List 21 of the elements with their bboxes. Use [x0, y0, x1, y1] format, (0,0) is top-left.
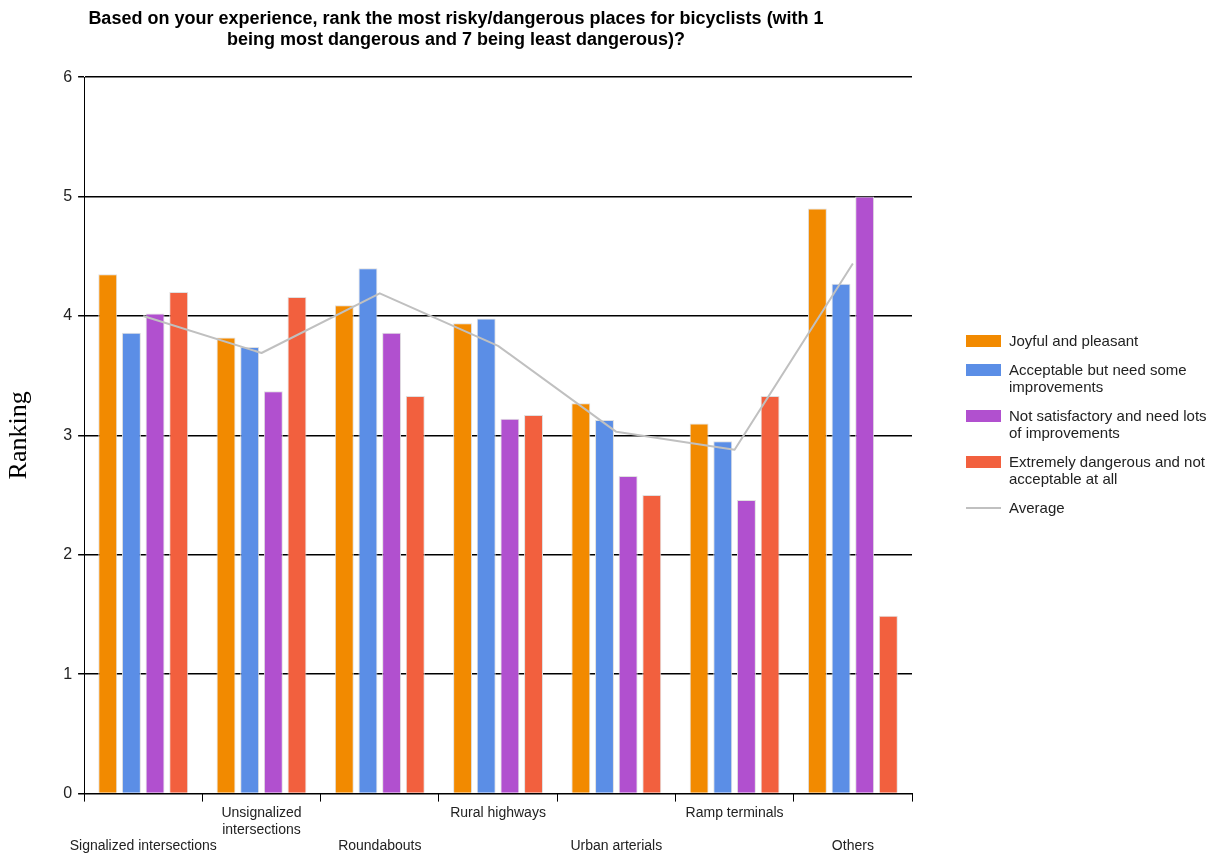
legend-label: Extremely dangerous and not acceptable at all	[1009, 453, 1206, 487]
y-tick-label: 1	[63, 664, 73, 682]
x-tick-label: Roundabouts	[338, 837, 422, 854]
y-tick-label: 2	[63, 545, 73, 563]
y-tick-label: 4	[63, 306, 73, 324]
x-tick-label: Signalized intersections	[69, 837, 217, 854]
y-tick-label: 0	[63, 784, 73, 802]
x-tick-label: Ramp terminals	[685, 803, 784, 820]
x-tick-label: Others	[831, 837, 874, 854]
legend-label: Not satisfactory and need lots of improvements	[1009, 407, 1208, 441]
x-tick-label: Unsignalized intersections	[221, 803, 302, 837]
y-tick-label: 6	[63, 67, 73, 85]
x-tick-label: Urban arterials	[570, 837, 663, 854]
y-tick-label: 3	[63, 425, 73, 443]
legend-label: Acceptable but need some improvements	[1009, 361, 1188, 395]
y-axis-title: Ranking	[3, 391, 33, 480]
legend-label: Joyful and pleasant	[1009, 332, 1139, 349]
chart-title: Based on your experience, rank the most risky/dangerous places for bicyclists (with 1 being most dangerous and 7 being least dangerous)?	[88, 7, 824, 50]
x-tick-label: Rural highways	[450, 803, 546, 820]
y-tick-label: 5	[63, 187, 73, 205]
legend-label: Average	[1009, 499, 1065, 516]
